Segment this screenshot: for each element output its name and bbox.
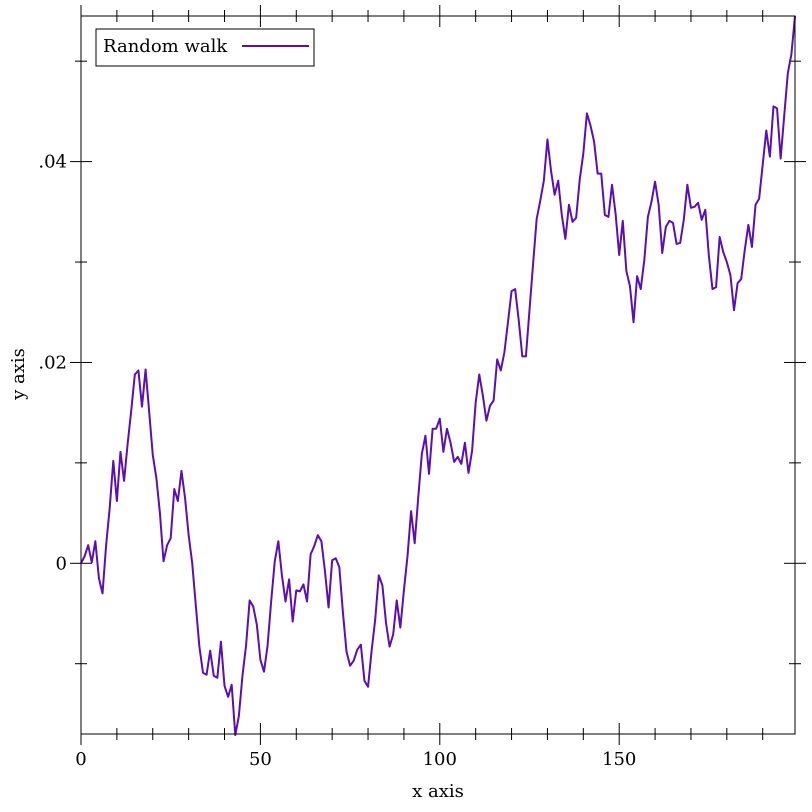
x-tick-label: 50	[249, 749, 272, 770]
x-axis-title: x axis	[412, 781, 464, 802]
y-tick-label: 0	[56, 553, 67, 574]
y-axis-title: y axis	[8, 348, 29, 401]
legend-label: Random walk	[103, 36, 228, 57]
y-tick-label: .02	[38, 352, 67, 373]
legend-box	[95, 28, 315, 67]
y-tick-label: .04	[38, 152, 67, 173]
legend: Random walk	[95, 28, 315, 67]
x-tick-label: 0	[75, 749, 86, 770]
x-tick-label: 150	[602, 749, 636, 770]
plot-frame	[80, 15, 796, 735]
x-tick-label: 100	[423, 749, 457, 770]
series-line-random-walk	[80, 15, 796, 736]
